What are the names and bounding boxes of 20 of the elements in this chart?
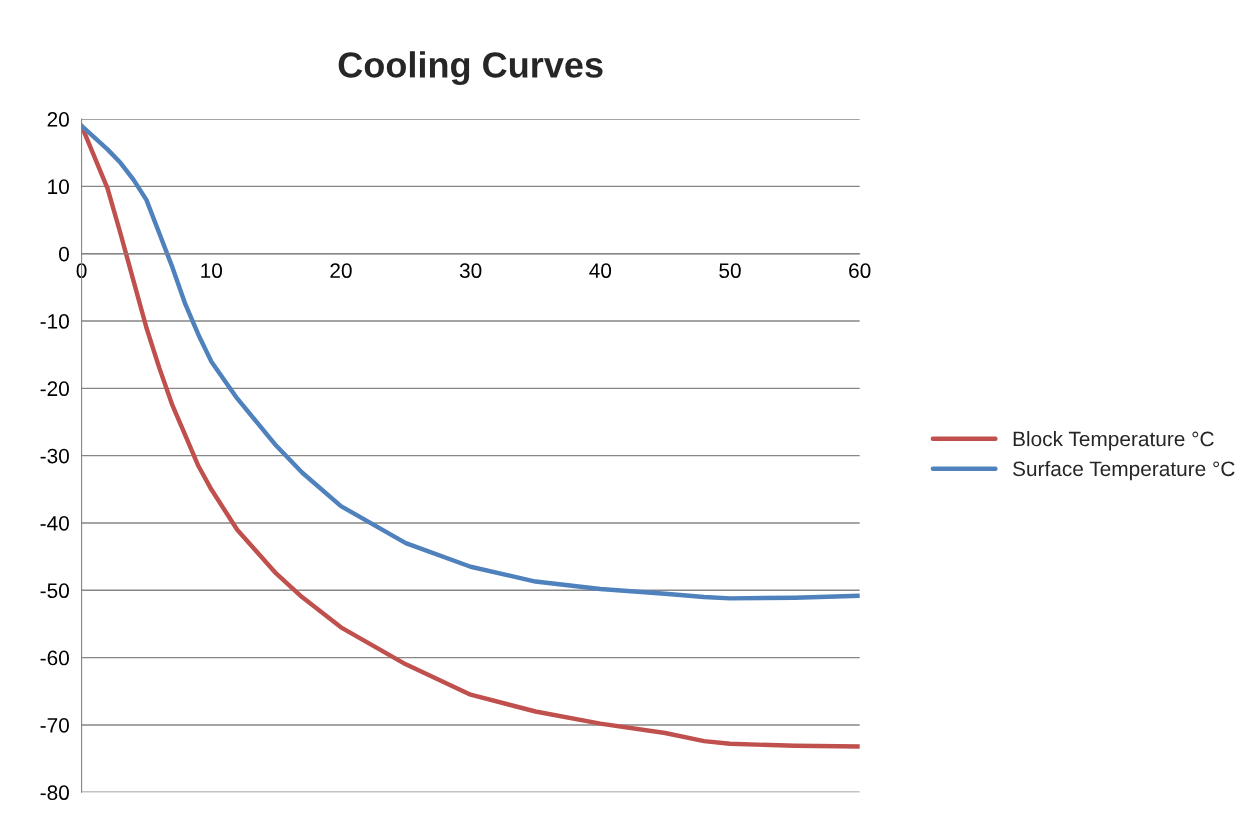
x-tick-label: 60 (849, 263, 871, 279)
x-tick-label: 40 (589, 263, 612, 279)
y-tick-label: -80 (40, 785, 69, 801)
y-tick-label: 0 (59, 246, 69, 262)
x-tick-label: 20 (330, 263, 352, 279)
x-tick-label: 10 (201, 263, 223, 279)
y-tick-label: -40 (40, 515, 69, 531)
y-tick-label: -20 (40, 381, 69, 397)
y-tick-label: 10 (48, 179, 69, 195)
legend-label: Surface Temperature °C (1013, 460, 1235, 481)
chart-title: Cooling Curves (338, 51, 603, 86)
y-tick-label: -30 (40, 448, 69, 464)
y-tick-label: -70 (40, 717, 69, 733)
y-tick-label: 20 (47, 112, 69, 127)
x-tick-label: 50 (719, 263, 741, 279)
legend-label: Block Temperature °C (1013, 431, 1214, 451)
y-tick-label: -10 (40, 314, 69, 329)
y-tick-label: -50 (40, 583, 69, 599)
x-tick-label: 30 (459, 263, 482, 279)
y-tick-label: -60 (40, 650, 69, 666)
